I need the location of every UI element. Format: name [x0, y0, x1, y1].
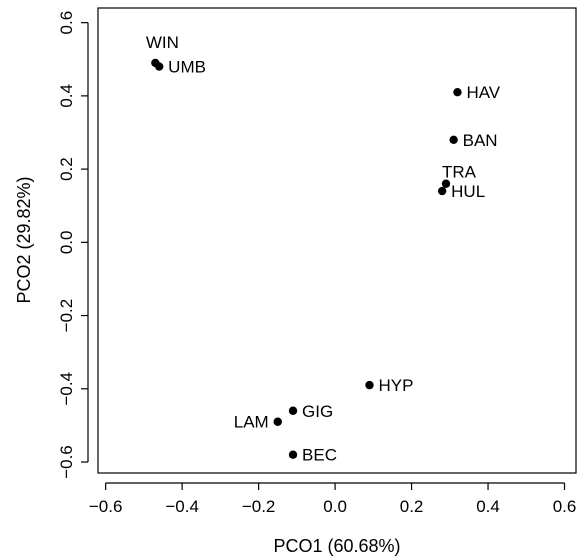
point-label-win: WIN	[146, 33, 179, 52]
y-axis-label: PCO2 (29.82%)	[14, 176, 34, 303]
point-label-umb: UMB	[168, 58, 206, 77]
data-point-hul	[437, 186, 447, 196]
point-label-hyp: HYP	[379, 376, 414, 395]
y-axis: −0.6 −0.4 −0.2 0.0 0.2 0.4 0.6	[57, 11, 89, 479]
y-tick-label: 0.6	[57, 11, 76, 35]
point-label-lam: LAM	[234, 413, 269, 432]
y-tick-label: 0.2	[57, 157, 76, 181]
y-tick-label: 0.0	[57, 231, 76, 255]
y-tick-label: −0.2	[57, 299, 76, 333]
point-label-hul: HUL	[451, 182, 485, 201]
point-label-gig: GIG	[302, 402, 333, 421]
x-tick-label: −0.4	[165, 497, 199, 516]
data-point-gig	[288, 406, 298, 415]
y-tick-label: −0.4	[57, 372, 76, 406]
point-label-bec: BEC	[302, 446, 337, 465]
y-tick-label: 0.4	[57, 84, 76, 108]
data-point-ban	[449, 135, 458, 145]
x-axis-label: PCO1 (60.68%)	[273, 536, 400, 556]
y-tick-label: −0.6	[57, 445, 76, 479]
x-tick-label: −0.6	[89, 497, 123, 516]
x-tick-label: 0.4	[476, 497, 500, 516]
data-point-lam	[273, 417, 282, 426]
point-label-hav: HAV	[466, 83, 500, 102]
x-axis: −0.6 −0.4 −0.2 0.0 0.2 0.4 0.6	[89, 482, 577, 516]
point-label-ban: BAN	[463, 131, 498, 150]
data-point-hyp	[365, 380, 374, 390]
x-tick-label: −0.2	[242, 497, 276, 516]
x-tick-label: 0.2	[400, 497, 424, 516]
x-tick-label: 0.6	[553, 497, 577, 516]
x-tick-label: 0.0	[323, 497, 347, 516]
plot-frame	[97, 7, 577, 474]
point-label-tra: TRA	[442, 163, 477, 182]
data-point-bec	[288, 450, 298, 459]
data-point-umb	[154, 62, 164, 71]
data-point-tra	[441, 179, 451, 188]
data-point-hav	[453, 88, 462, 97]
